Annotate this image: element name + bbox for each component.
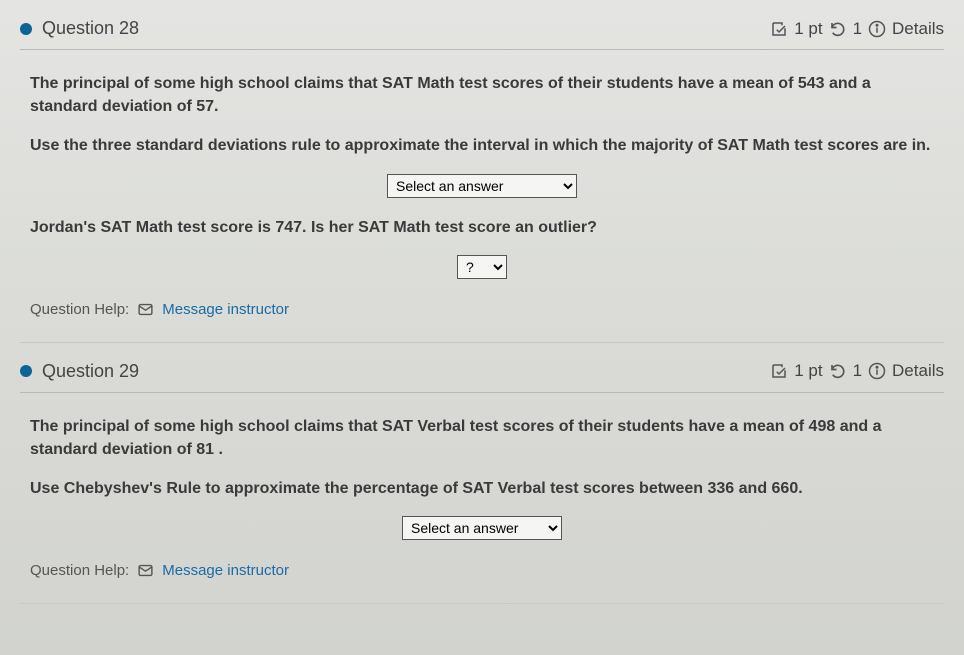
answer-select-row: Select an answer [30, 516, 934, 540]
help-label: Question Help: [30, 562, 129, 579]
interval-answer-select[interactable]: Select an answer [387, 174, 577, 198]
mail-icon [137, 301, 154, 318]
question-header: Question 28 1 pt 1 Details [20, 0, 944, 50]
retry-icon [829, 20, 847, 38]
question-help-row: Question Help: Message instructor [30, 301, 934, 318]
attempts-count: 1 [853, 19, 862, 39]
outlier-answer-select[interactable]: ? [457, 255, 507, 279]
question-header: Question 29 1 pt 1 Details [20, 343, 944, 393]
question-title: Question 28 [42, 18, 139, 39]
info-icon[interactable] [868, 362, 886, 380]
details-link[interactable]: Details [892, 361, 944, 381]
details-link[interactable]: Details [892, 19, 944, 39]
checkbox-edit-icon [770, 20, 788, 38]
message-instructor-link[interactable]: Message instructor [162, 301, 289, 318]
points-label: 1 pt [794, 361, 822, 381]
info-icon[interactable] [868, 20, 886, 38]
question-body: The principal of some high school claims… [20, 50, 944, 343]
answer-select-row: ? [30, 255, 934, 279]
question-body: The principal of some high school claims… [20, 393, 944, 605]
retry-icon [829, 362, 847, 380]
question-title-group: Question 28 [20, 18, 139, 39]
question-meta: 1 pt 1 Details [770, 361, 944, 381]
checkbox-edit-icon [770, 362, 788, 380]
question-title-group: Question 29 [20, 361, 139, 382]
help-label: Question Help: [30, 301, 129, 318]
mail-icon [137, 562, 154, 579]
question-text: Use the three standard deviations rule t… [30, 134, 934, 157]
question-meta: 1 pt 1 Details [770, 19, 944, 39]
answer-select-row: Select an answer [30, 174, 934, 198]
question-text: The principal of some high school claims… [30, 415, 934, 461]
question-text: Use Chebyshev's Rule to approximate the … [30, 477, 934, 500]
question-help-row: Question Help: Message instructor [30, 562, 934, 579]
attempts-count: 1 [853, 361, 862, 381]
status-bullet-icon [20, 365, 32, 377]
question-text: Jordan's SAT Math test score is 747. Is … [30, 216, 934, 239]
message-instructor-link[interactable]: Message instructor [162, 562, 289, 579]
question-title: Question 29 [42, 361, 139, 382]
points-label: 1 pt [794, 19, 822, 39]
status-bullet-icon [20, 23, 32, 35]
percentage-answer-select[interactable]: Select an answer [402, 516, 562, 540]
question-text: The principal of some high school claims… [30, 72, 934, 118]
